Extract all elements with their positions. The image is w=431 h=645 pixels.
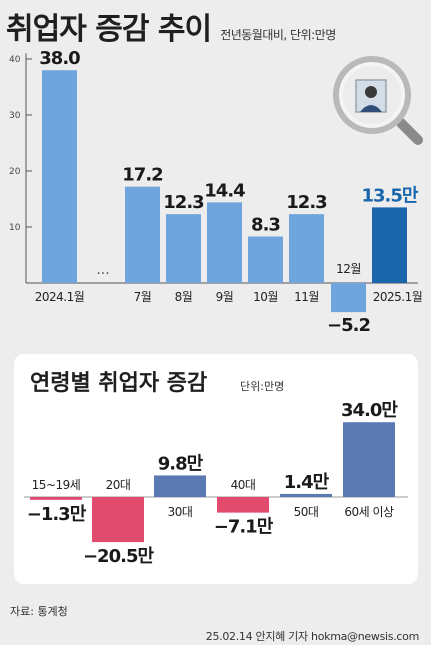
title-bar: 취업자 증감 추이 전년동월대비, 단위:만명: [6, 4, 336, 47]
category-label: 7월: [134, 290, 152, 304]
category-label: 11월: [294, 290, 319, 304]
category-label: 12월: [336, 262, 361, 276]
value-label: 9.8만: [158, 453, 204, 474]
magnifier-with-photo-icon: [333, 56, 423, 145]
value-label: −20.5만: [83, 546, 154, 567]
bar: [372, 207, 407, 283]
chart-title: 연령별 취업자 증감: [30, 371, 207, 396]
category-label: 9월: [216, 290, 234, 304]
page-subtitle: 전년동월대비, 단위:만명: [220, 28, 336, 42]
category-label: 8월: [175, 290, 193, 304]
value-label: 34.0만: [341, 400, 398, 421]
bar: [92, 497, 144, 543]
category-label: 30대: [168, 505, 193, 519]
category-labels: 15~19세 20대 30대 40대 50대 60세 이상: [32, 478, 395, 519]
bar: [154, 475, 206, 497]
value-label: 17.2: [122, 165, 162, 186]
bar: [248, 236, 283, 283]
category-label: 10월: [253, 290, 278, 304]
age-group-panel: 연령별 취업자 증감 단위:만명 −1.3만 −20.5만 9.8만 −7.1만 1.4…: [14, 354, 418, 584]
category-label: 60세 이상: [344, 505, 394, 519]
value-label: 12.3: [163, 192, 204, 213]
category-label: 20대: [106, 478, 131, 492]
value-label: 13.5만: [362, 185, 419, 206]
value-labels: −1.3만 −20.5만 9.8만 −7.1만 1.4만 34.0만: [27, 400, 400, 567]
category-label: 2025.1월: [373, 290, 423, 304]
category-label: 50대: [294, 505, 319, 519]
category-label: 2024.1월: [35, 290, 85, 304]
value-label: 38.0: [39, 48, 80, 69]
gap-marker: ···: [96, 266, 109, 282]
value-label: 1.4만: [284, 472, 330, 493]
bar: [217, 497, 269, 513]
y-tick-label: 10: [9, 223, 21, 233]
bar: [42, 70, 77, 283]
page-title: 취업자 증감 추이: [6, 12, 212, 47]
value-label: −1.3만: [27, 504, 87, 525]
bar: [343, 422, 395, 497]
bar: [331, 283, 366, 313]
bar: [289, 214, 324, 283]
bar: [166, 214, 201, 283]
value-label: −7.1만: [214, 517, 274, 538]
value-label: −5.2: [327, 315, 370, 336]
source-note: 자료: 통계청: [10, 605, 68, 618]
chart-subtitle: 단위:만명: [240, 380, 284, 393]
category-label: 40대: [231, 478, 256, 492]
value-label: 12.3: [286, 192, 327, 213]
category-labels: 2024.1월 7월 8월 9월 10월 11월 12월 2025.1월: [35, 262, 423, 304]
bar-group: [42, 70, 407, 313]
value-label: 14.4: [204, 180, 245, 201]
value-labels: 38.017.212.314.48.312.3−5.213.5만···: [39, 48, 420, 336]
bar: [207, 202, 242, 283]
bar: [280, 493, 332, 497]
credit-line: 25.02.14 안지혜 기자 hokma@newsis.com: [205, 630, 420, 643]
bar: [30, 497, 82, 500]
y-tick-label: 30: [9, 111, 21, 121]
y-tick-label: 40: [9, 55, 21, 65]
age-group-chart: 연령별 취업자 증감 단위:만명 −1.3만 −20.5만 9.8만 −7.1만 1.4…: [24, 371, 408, 567]
y-tick-label: 20: [9, 167, 21, 177]
bar-group: [24, 422, 408, 543]
value-label: 8.3: [251, 215, 280, 236]
bar: [125, 186, 160, 283]
category-label: 15~19세: [32, 478, 81, 492]
